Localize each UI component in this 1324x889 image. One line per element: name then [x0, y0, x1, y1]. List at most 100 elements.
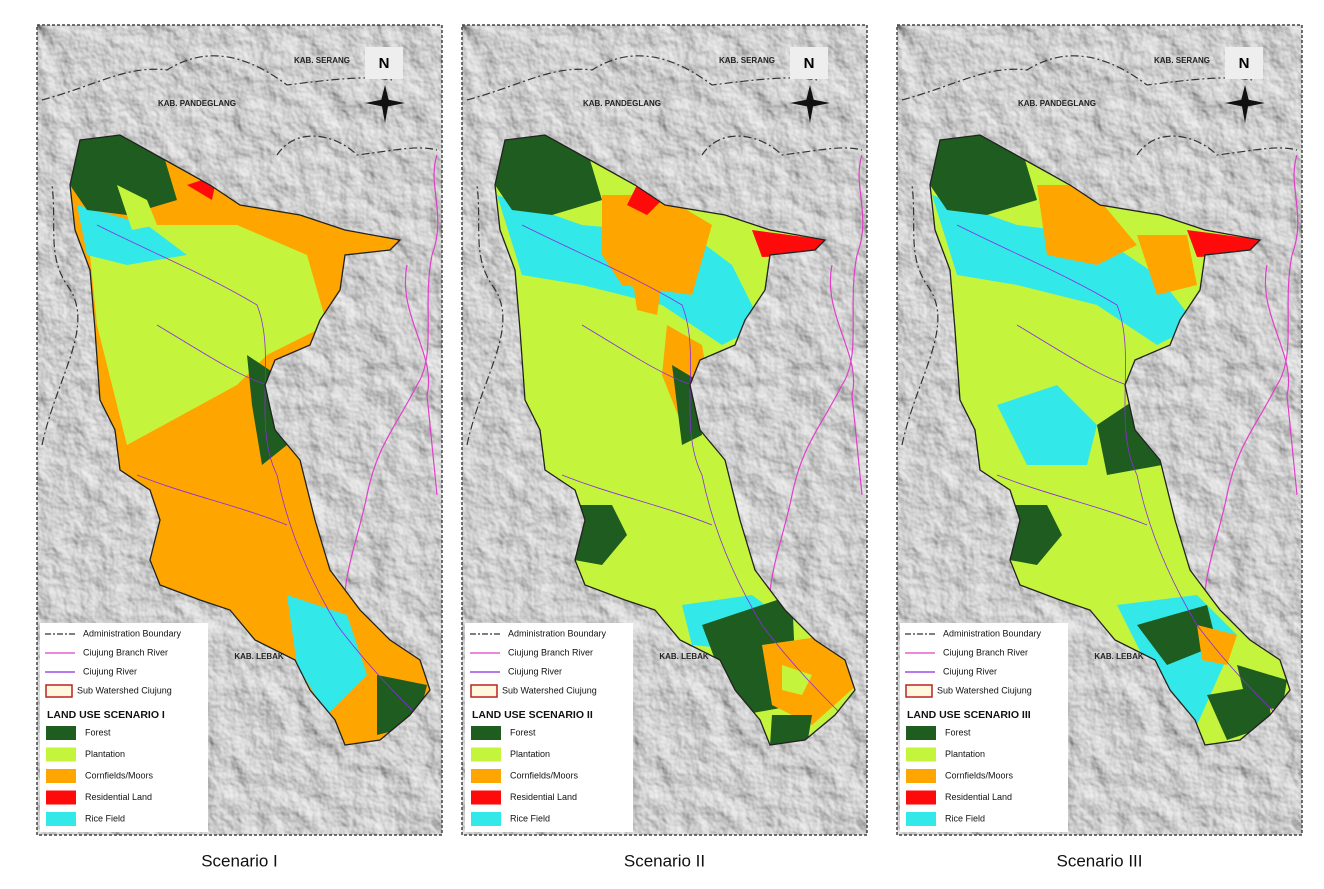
legend-title: LAND USE SCENARIO I [47, 709, 165, 721]
legend-swatch [906, 790, 936, 805]
legend-label: Ciujung Branch River [508, 647, 593, 657]
legend-label: Cornfields/Moors [945, 770, 1014, 780]
land-use-zone [495, 135, 602, 215]
rivers [956, 224, 1278, 716]
legend-swatch [45, 684, 73, 698]
north-box [1225, 47, 1263, 79]
legend-label: Plantation [510, 749, 550, 759]
admin-boundary [466, 55, 863, 446]
region-label: KAB. PANDEGLANG [158, 99, 236, 108]
land-use-zone [117, 185, 157, 230]
admin-boundary [901, 55, 1298, 446]
legend-swatch [906, 726, 936, 740]
legend-swatch [470, 684, 498, 698]
legend-swatch [471, 790, 501, 805]
legend: Administration Boundary Ciujung Branch Ri… [40, 623, 208, 832]
legend-label: Sub Watershed Ciujung [77, 685, 172, 695]
panel-caption: Scenario I [201, 851, 278, 870]
legend-label: Sub Watershed Ciujung [502, 685, 597, 695]
legend-swatch [46, 812, 76, 826]
north-box [365, 47, 403, 79]
land-use-zone [70, 135, 177, 215]
land-use-zone [602, 195, 712, 295]
legend-swatch [471, 747, 501, 762]
region-label: KAB. LEBAK [1094, 652, 1144, 661]
watershed-outline [69, 134, 431, 746]
rivers [96, 224, 418, 716]
land-use-zone [632, 275, 662, 315]
legend-label: Ciujung Branch River [83, 647, 168, 657]
admin-boundary [41, 55, 438, 446]
north-label: N [379, 55, 390, 72]
north-label: N [804, 55, 815, 72]
land-use-zone [87, 225, 327, 445]
legend-label: Cornfields/Moors [85, 770, 154, 780]
frame [36, 24, 443, 836]
legend-swatch [906, 812, 936, 826]
legend-label: Forest [945, 727, 971, 737]
frame [461, 24, 868, 836]
legend-label: Residential Land [945, 792, 1012, 802]
rivers [521, 224, 843, 716]
legend-label: Plantation [85, 749, 125, 759]
land-use-zone [997, 385, 1097, 465]
watershed-outline [494, 134, 856, 746]
north-label: N [1239, 55, 1250, 72]
region-label: KAB. LEBAK [659, 652, 709, 661]
legend: Administration Boundary Ciujung Branch Ri… [900, 623, 1068, 832]
land-use-zone [1037, 185, 1137, 265]
land-use-zone [770, 715, 812, 745]
legend-label: Residential Land [85, 792, 152, 802]
legend-label: Administration Boundary [508, 628, 607, 638]
legend-label: Ciujung River [508, 666, 562, 676]
legend-swatch [46, 747, 76, 762]
legend-label: Ciujung River [943, 666, 997, 676]
panel-caption: Scenario III [1057, 851, 1143, 870]
legend-label: Administration Boundary [83, 628, 182, 638]
legend-label: Ciujung River [83, 666, 137, 676]
legend-swatch [906, 769, 936, 783]
region-label: KAB. PANDEGLANG [583, 99, 661, 108]
legend-title: LAND USE SCENARIO II [472, 709, 593, 721]
legend-swatch [471, 812, 501, 826]
branch-river [343, 154, 439, 636]
compass [790, 85, 830, 123]
legend-label: Rice Field [945, 813, 985, 823]
legend-swatch [46, 726, 76, 740]
watershed-outline [929, 134, 1291, 746]
land-use-zone [1237, 665, 1287, 710]
legend-label: Forest [85, 727, 111, 737]
region-label: KAB. SERANG [294, 56, 350, 65]
legend-swatch [46, 769, 76, 783]
legend: Administration Boundary Ciujung Branch Ri… [465, 623, 633, 832]
land-use-zone [1137, 605, 1217, 665]
region-label: KAB. LEBAK [234, 652, 284, 661]
map-panel: KAB. SERANG KAB. PANDEGLANG KAB. LEBAK N Adm… [896, 24, 1303, 836]
land-use-zone [1197, 625, 1237, 665]
legend-label: Forest [510, 727, 536, 737]
legend-label: Cornfields/Moors [510, 770, 579, 780]
compass [1225, 85, 1265, 123]
legend-label: Rice Field [85, 813, 125, 823]
region-label: KAB. SERANG [719, 56, 775, 65]
north-box [790, 47, 828, 79]
legend-label: Administration Boundary [943, 628, 1042, 638]
land-use-zone [1137, 235, 1197, 295]
region-label: KAB. PANDEGLANG [1018, 99, 1096, 108]
legend-label: Rice Field [510, 813, 550, 823]
branch-river [768, 154, 864, 636]
map-panel: KAB. SERANG KAB. PANDEGLANG KAB. LEBAK N Adm… [36, 24, 443, 836]
map-panel: KAB. SERANG KAB. PANDEGLANG KAB. LEBAK N Adm… [461, 24, 868, 836]
legend-label: Sub Watershed Ciujung [937, 685, 1032, 695]
legend-swatch [46, 790, 76, 805]
legend-label: Ciujung Branch River [943, 647, 1028, 657]
legend-label: Plantation [945, 749, 985, 759]
land-use-zone [627, 185, 662, 215]
land-use-zone [932, 195, 1197, 345]
compass [365, 85, 405, 123]
frame [896, 24, 1303, 836]
legend-swatch [471, 726, 501, 740]
land-use-zone [782, 665, 812, 695]
legend-label: Residential Land [510, 792, 577, 802]
